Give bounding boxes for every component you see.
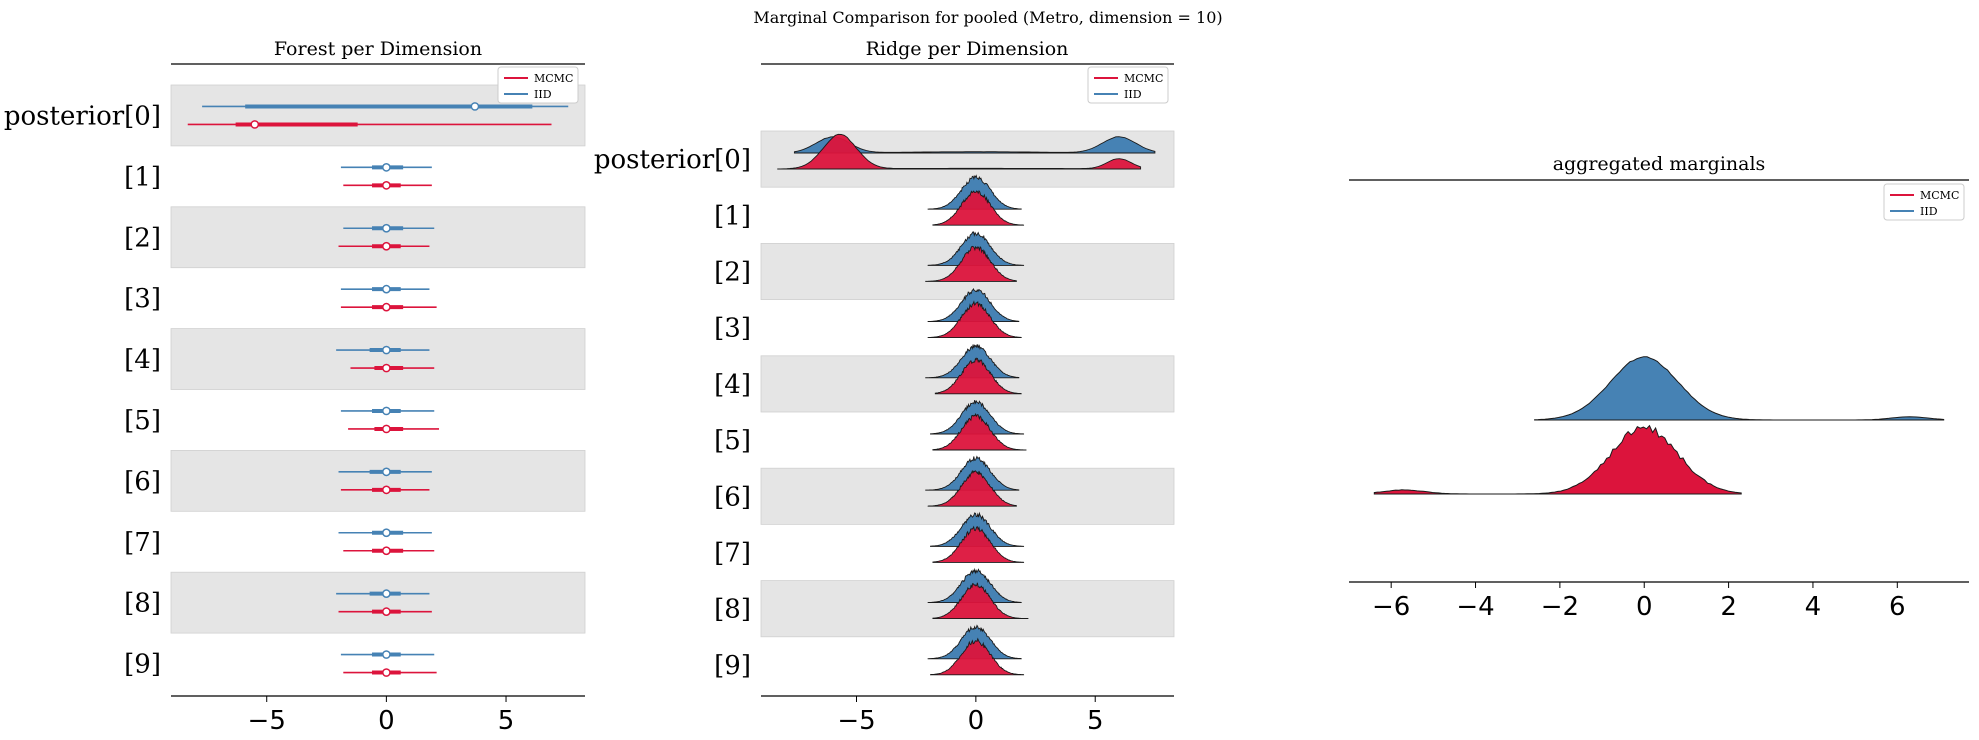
ridge-panel: Ridge per Dimension posterior[0] [1] [2] [3…	[594, 38, 1175, 736]
row-label: [2]	[124, 223, 161, 253]
median-point-mcmc	[382, 363, 391, 373]
median-point-iid	[382, 223, 391, 233]
row-label: [6]	[124, 467, 161, 497]
x-tick-label: 2	[1720, 592, 1737, 622]
row-label: [5]	[714, 426, 751, 456]
row-label: [8]	[714, 595, 751, 625]
1-legend-label-iid: IID	[1124, 88, 1142, 101]
x-tick-label: 0	[968, 706, 985, 736]
x-tick-label: −4	[1456, 592, 1494, 622]
density-mcmc	[777, 133, 1142, 170]
median-point-iid	[382, 528, 391, 538]
median-point-iid	[382, 284, 391, 294]
density-mcmc	[925, 245, 1017, 282]
x-tick-label: 5	[1087, 706, 1104, 736]
x-tick-label: −5	[837, 706, 875, 736]
0-legend-label-mcmc: MCMC	[534, 72, 573, 85]
suptitle: Marginal Comparison for pooled (Metro, d…	[753, 8, 1222, 27]
2-legend-label-mcmc: MCMC	[1920, 189, 1959, 202]
median-point-iid	[382, 406, 391, 416]
row-label: [3]	[714, 314, 751, 344]
ridge-title: Ridge per Dimension	[866, 38, 1069, 60]
row-band	[170, 206, 586, 269]
row-label: [5]	[124, 406, 161, 436]
x-tick-label: −6	[1372, 592, 1410, 622]
aggregated-densities	[1373, 356, 1945, 495]
median-point-iid	[382, 589, 391, 599]
row-label: [9]	[124, 650, 161, 680]
median-point-iid	[382, 163, 391, 172]
row-label: [2]	[714, 258, 751, 288]
aggregated-title: aggregated marginals	[1553, 153, 1766, 175]
x-tick-label: −2	[1541, 592, 1579, 622]
median-point-iid	[382, 467, 391, 477]
row-label: [8]	[124, 589, 161, 619]
median-point-mcmc	[250, 120, 260, 129]
row-band	[170, 449, 586, 512]
density-mcmc	[932, 189, 1025, 226]
median-point-mcmc	[382, 607, 391, 617]
row-label: [6]	[714, 482, 751, 512]
forest-row-labels: posterior[0] [1] [2] [3] [4] [5] [6] [7] [8] [9]	[4, 101, 161, 679]
density-iid	[925, 344, 1020, 379]
aggregated-axes: −6 −4 −2 0 2 4 6	[1349, 179, 1969, 622]
row-label: [4]	[124, 345, 161, 375]
x-tick-label: −5	[248, 706, 286, 736]
density-mcmc	[1373, 424, 1742, 495]
median-point-mcmc	[382, 546, 391, 556]
density-mcmc	[932, 525, 1025, 563]
median-point-mcmc	[382, 424, 391, 434]
ridge-axes: −5 0 5	[761, 63, 1174, 736]
row-label: [1]	[714, 201, 751, 231]
ridge-legend: MCMC IID	[1087, 66, 1169, 104]
median-point-mcmc	[382, 181, 391, 190]
row-label: [3]	[124, 284, 161, 314]
forest-intervals	[187, 102, 569, 677]
row-label: [7]	[714, 539, 751, 569]
forest-panel: Forest per Dimension posterior[0] [1] [2] […	[4, 38, 586, 736]
median-point-iid	[382, 345, 391, 355]
median-point-mcmc	[382, 668, 391, 677]
forest-row-bands	[170, 84, 586, 634]
row-label: posterior[0]	[594, 145, 751, 175]
row-band	[170, 328, 586, 390]
forest-title: Forest per Dimension	[274, 38, 482, 60]
forest-legend: MCMC IID	[497, 66, 579, 104]
row-label: [7]	[124, 528, 161, 558]
density-mcmc	[930, 637, 1025, 676]
density-mcmc	[932, 582, 1029, 620]
forest-axes: −5 0 5	[171, 63, 585, 736]
row-label: [4]	[714, 370, 751, 400]
1-legend-label-mcmc: MCMC	[1124, 72, 1163, 85]
median-point-mcmc	[382, 241, 391, 251]
0-legend-label-iid: IID	[534, 88, 552, 101]
x-tick-label: 4	[1805, 592, 1822, 622]
density-mcmc	[927, 300, 1022, 339]
median-point-mcmc	[382, 485, 391, 495]
density-mcmc	[934, 357, 1022, 395]
density-iid	[1534, 356, 1945, 421]
x-tick-label: 0	[378, 706, 395, 736]
row-label: [9]	[714, 651, 751, 681]
aggregated-legend: MCMC IID	[1883, 183, 1965, 221]
row-label: [1]	[124, 162, 161, 192]
x-tick-label: 5	[498, 706, 515, 736]
x-tick-label: 6	[1889, 592, 1906, 622]
density-mcmc	[932, 412, 1027, 451]
density-mcmc	[927, 469, 1017, 507]
median-point-iid	[382, 650, 391, 659]
2-legend-label-iid: IID	[1920, 205, 1938, 218]
x-tick-label: 0	[1636, 592, 1653, 622]
aggregated-panel: aggregated marginals −6 −4 −2 0 2 4 6 MCMC IID	[1349, 153, 1969, 622]
row-band	[170, 571, 586, 634]
row-label: posterior[0]	[4, 101, 161, 131]
median-point-mcmc	[382, 302, 391, 312]
ridge-row-labels: posterior[0] [1] [2] [3] [4] [5] [6] [7] [8] [9]	[594, 145, 751, 681]
ridge-densities	[777, 133, 1156, 676]
median-point-iid	[470, 102, 480, 111]
